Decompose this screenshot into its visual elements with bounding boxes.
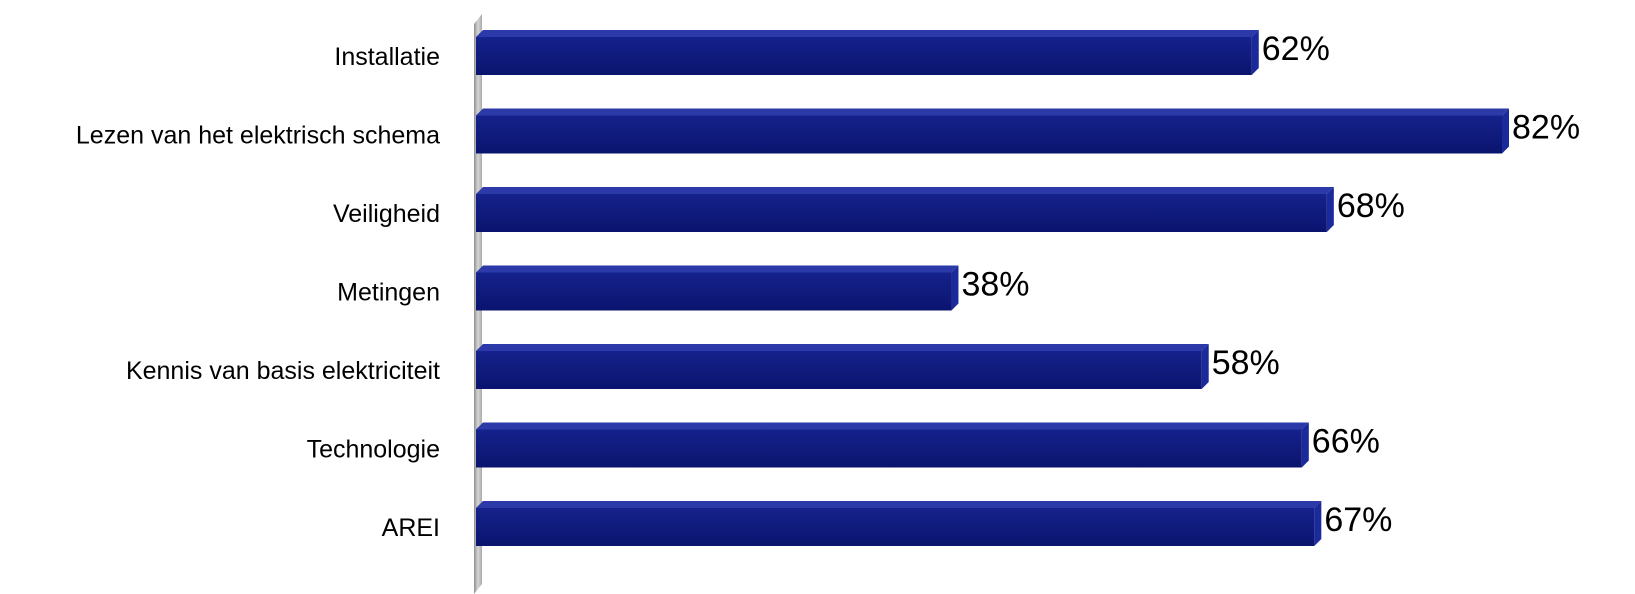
bar-end-face: [951, 265, 959, 311]
value-label: 62%: [1262, 30, 1330, 68]
category-label: AREI: [382, 514, 440, 542]
bar-top-face: [476, 108, 1509, 116]
bar: [476, 351, 1202, 389]
bar-end-face: [1201, 344, 1209, 389]
category-labels: Installatie Lezen van het elektrisch sche…: [76, 43, 440, 542]
category-label: Kennis van basis elektriciteit: [126, 357, 440, 385]
value-label: 82%: [1512, 109, 1580, 147]
value-label: 67%: [1324, 501, 1392, 539]
bar: [476, 272, 952, 311]
bar: [476, 37, 1252, 75]
category-label: Technologie: [307, 436, 440, 464]
bar-end-face: [1502, 108, 1509, 154]
bar-top-face: [476, 265, 959, 273]
value-label: 68%: [1337, 187, 1405, 225]
value-label: 58%: [1212, 344, 1280, 382]
bar: [476, 429, 1302, 468]
bar-end-face: [1301, 422, 1309, 468]
value-label: 38%: [961, 266, 1029, 304]
bar-end-face: [1326, 187, 1334, 232]
bar-top-face: [476, 187, 1334, 194]
bar: [476, 508, 1315, 546]
bar: [476, 115, 1502, 154]
bars-group: [476, 30, 1509, 546]
value-label: 66%: [1312, 423, 1380, 461]
bar-top-face: [476, 344, 1209, 351]
bar-top-face: [476, 30, 1259, 37]
category-label: Metingen: [337, 279, 440, 307]
bar-end-face: [1251, 30, 1259, 75]
bar-top-face: [476, 422, 1309, 430]
category-label: Lezen van het elektrisch schema: [76, 122, 440, 150]
bar-top-face: [476, 501, 1322, 508]
category-label: Installatie: [334, 43, 440, 71]
bar-end-face: [1314, 501, 1322, 546]
value-labels: 62% 82% 68% 38% 58% 66% 67%: [961, 30, 1580, 539]
bar: [476, 194, 1327, 232]
category-label: Veiligheid: [333, 200, 440, 228]
